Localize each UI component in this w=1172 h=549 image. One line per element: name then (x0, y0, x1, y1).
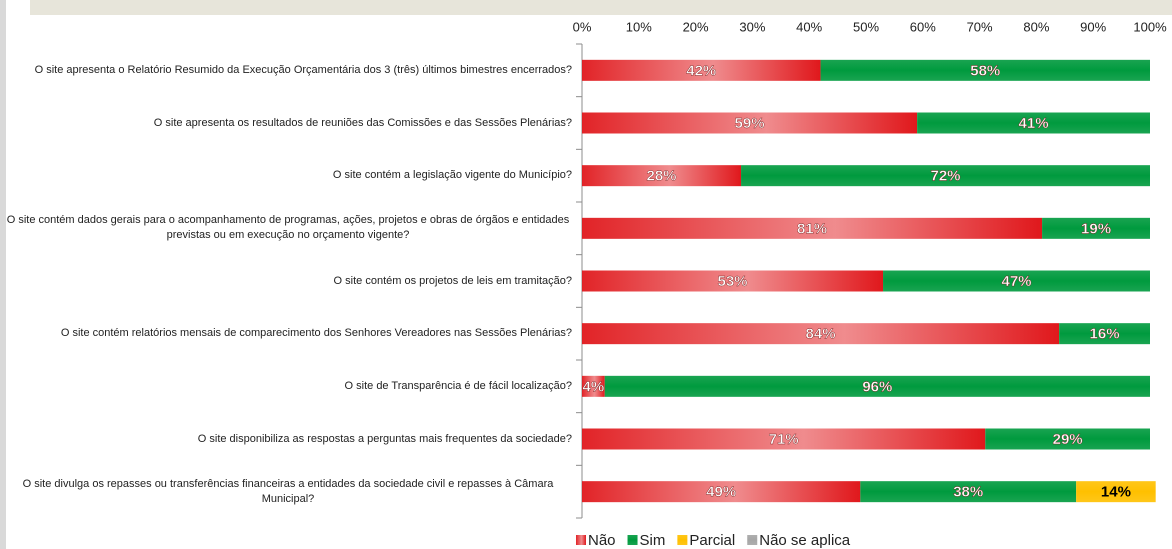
value-label: 42% (686, 62, 716, 79)
x-tick-label: 40% (796, 19, 822, 34)
bar-segment (820, 59, 1150, 81)
value-label: 84% (806, 326, 836, 343)
category-text: O site contém relatórios mensais de comp… (60, 327, 572, 340)
x-tick-label: 90% (1080, 19, 1106, 34)
category-label: O site contém dados gerais para o acompa… (4, 208, 572, 248)
bar-segment (1042, 217, 1150, 239)
x-tick-label: 70% (967, 19, 993, 34)
bar-segment (582, 323, 1060, 345)
category-label: O site contém os projetos de leis em tra… (4, 261, 572, 301)
bar-segment (1076, 481, 1156, 503)
legend-label: Não (588, 532, 616, 549)
value-label: 58% (970, 62, 1000, 79)
value-label: 14% (1101, 484, 1131, 501)
legend-swatch (576, 535, 586, 545)
legend-label: Não se aplica (759, 532, 851, 549)
bar-segment (1059, 323, 1150, 345)
bar-segment (604, 375, 1150, 397)
x-tick-label: 0% (573, 19, 592, 34)
value-label: 71% (769, 431, 799, 448)
x-tick-label: 100% (1133, 19, 1167, 34)
bar-segment (582, 112, 918, 134)
x-tick-label: 50% (853, 19, 879, 34)
category-text: O site de Transparência é de fácil local… (344, 379, 572, 392)
category-label: O site divulga os repasses ou transferên… (4, 472, 572, 512)
category-label: O site apresenta o Relatório Resumido da… (4, 50, 572, 90)
value-label: 49% (706, 484, 736, 501)
category-label: O site contém relatórios mensais de comp… (4, 314, 572, 354)
category-text: O site divulga os repasses ou transferên… (22, 477, 554, 505)
value-label: 41% (1019, 115, 1049, 132)
category-text: O site contém dados gerais para o acompa… (6, 214, 570, 242)
category-text: O site contém os projetos de leis em tra… (333, 274, 572, 287)
value-label: 19% (1081, 220, 1111, 237)
legend-swatch (627, 535, 638, 545)
legend-swatch (747, 535, 758, 545)
left-border (0, 0, 6, 549)
value-label: 96% (862, 378, 892, 395)
bar-segment (917, 112, 1150, 134)
value-label: 29% (1053, 431, 1083, 448)
bar-segment (883, 270, 1150, 292)
bar-segment (985, 428, 1150, 450)
x-tick-label: 80% (1023, 19, 1049, 34)
bar-segment (741, 165, 1150, 187)
header-banner (30, 0, 1172, 15)
bar-segment (582, 428, 986, 450)
value-label: 72% (931, 168, 961, 185)
category-text: O site apresenta os resultados de reuniõ… (153, 116, 572, 129)
category-label: O site apresenta os resultados de reuniõ… (4, 103, 572, 143)
value-label: 53% (718, 273, 748, 290)
bar-segment (860, 481, 1077, 503)
bar-segment (582, 59, 821, 81)
bar-segment (582, 375, 605, 397)
bar-segment (582, 270, 884, 292)
legend-label: Sim (640, 532, 666, 549)
category-text: O site contém a legislação vigente do Mu… (332, 169, 572, 182)
value-label: 59% (735, 115, 765, 132)
bar-segment (582, 481, 861, 503)
value-label: 4% (583, 378, 605, 395)
category-text: O site disponibiliza as respostas a perg… (197, 432, 572, 445)
value-label: 28% (647, 168, 677, 185)
x-tick-label: 20% (683, 19, 709, 34)
x-tick-label: 60% (910, 19, 936, 34)
category-label: O site contém a legislação vigente do Mu… (4, 156, 572, 196)
category-label: O site disponibiliza as respostas a perg… (4, 419, 572, 459)
x-tick-label: 10% (626, 19, 652, 34)
value-label: 47% (1002, 273, 1032, 290)
category-label: O site de Transparência é de fácil local… (4, 366, 572, 406)
x-tick-label: 30% (739, 19, 765, 34)
bar-segment (582, 165, 742, 187)
legend-label: Parcial (689, 532, 735, 549)
value-label: 16% (1090, 326, 1120, 343)
value-label: 81% (797, 220, 827, 237)
value-label: 38% (953, 484, 983, 501)
category-text: O site apresenta o Relatório Resumido da… (34, 63, 572, 76)
bar-segment (582, 217, 1043, 239)
legend-swatch (677, 535, 688, 545)
